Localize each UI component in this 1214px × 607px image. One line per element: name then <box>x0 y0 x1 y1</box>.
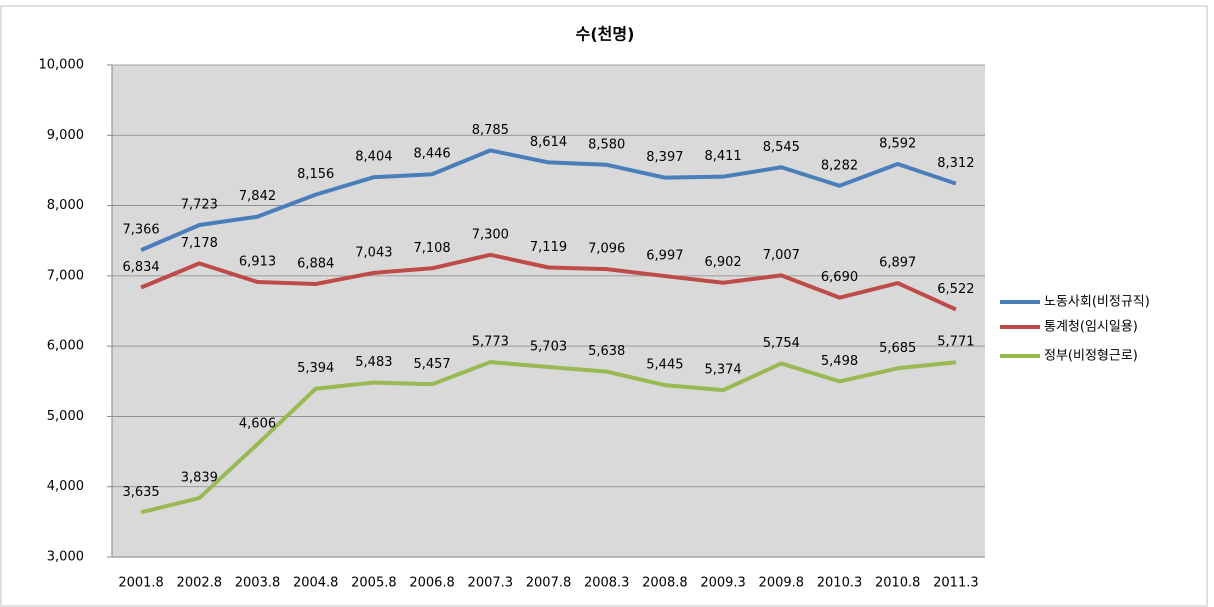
y-tick-label: 3,000 <box>47 550 84 565</box>
y-tick-label: 6,000 <box>47 339 84 354</box>
data-label: 8,545 <box>763 140 800 155</box>
data-label: 5,445 <box>646 358 683 373</box>
legend-label: 정부(비정형근로) <box>1044 349 1138 364</box>
x-tick-label: 2004.8 <box>293 576 339 591</box>
data-label: 8,580 <box>588 137 625 152</box>
x-tick-label: 2009.8 <box>759 576 805 591</box>
data-label: 5,685 <box>879 341 916 356</box>
data-label: 8,312 <box>937 156 974 171</box>
x-tick-label: 2001.8 <box>118 576 164 591</box>
y-tick-label: 7,000 <box>47 268 84 283</box>
data-label: 5,498 <box>821 354 858 369</box>
x-tick-label: 2006.8 <box>409 576 455 591</box>
data-label: 5,773 <box>472 335 509 350</box>
data-label: 8,592 <box>879 136 916 151</box>
x-tick-label: 2007.3 <box>468 576 514 591</box>
data-label: 8,446 <box>413 147 450 162</box>
series-line <box>140 148 957 252</box>
data-label: 5,638 <box>588 344 625 359</box>
x-tick-label: 2010.8 <box>875 576 921 591</box>
data-label: 5,703 <box>530 340 567 355</box>
y-tick-label: 4,000 <box>47 479 84 494</box>
data-label: 7,723 <box>181 198 218 213</box>
legend-label: 통계청(임시일용) <box>1044 320 1138 335</box>
data-label: 8,785 <box>472 123 509 138</box>
data-label: 8,614 <box>530 135 567 150</box>
data-label: 5,457 <box>413 357 450 372</box>
x-tick-label: 2011.3 <box>933 576 979 591</box>
data-label: 7,300 <box>472 227 509 242</box>
x-tick-label: 2005.8 <box>351 576 397 591</box>
series-line <box>140 252 957 312</box>
x-tick-label: 2007.8 <box>526 576 572 591</box>
data-label: 7,043 <box>355 245 392 260</box>
data-label: 7,108 <box>413 241 450 256</box>
data-label: 6,897 <box>879 256 916 271</box>
series-line <box>140 360 957 515</box>
data-label: 5,394 <box>297 361 334 376</box>
data-label: 8,411 <box>704 149 741 164</box>
x-tick-label: 2008.3 <box>584 576 630 591</box>
data-label: 6,997 <box>646 249 683 264</box>
data-label: 7,096 <box>588 242 625 257</box>
plot-area <box>112 65 985 557</box>
data-label: 5,754 <box>763 336 800 351</box>
data-label: 6,884 <box>297 257 334 272</box>
x-tick-label: 2003.8 <box>235 576 281 591</box>
data-label: 7,842 <box>239 189 276 204</box>
x-tick-label: 2009.3 <box>700 576 746 591</box>
x-tick-label: 2008.8 <box>642 576 688 591</box>
data-label: 3,839 <box>181 471 218 486</box>
data-label: 5,374 <box>704 363 741 378</box>
data-label: 5,483 <box>355 355 392 370</box>
data-label: 7,366 <box>122 223 159 238</box>
data-label: 6,834 <box>122 260 159 275</box>
y-tick-label: 8,000 <box>47 198 84 213</box>
x-tick-label: 2002.8 <box>177 576 223 591</box>
data-label: 6,902 <box>704 255 741 270</box>
data-label: 7,119 <box>530 240 567 255</box>
data-label: 8,282 <box>821 158 858 173</box>
data-label: 6,913 <box>239 254 276 269</box>
data-label: 6,522 <box>937 282 974 297</box>
data-label: 7,007 <box>763 248 800 263</box>
data-label: 3,635 <box>122 485 159 500</box>
legend-label: 노동사회(비정규직) <box>1044 295 1150 310</box>
x-tick-label: 2010.3 <box>817 576 863 591</box>
y-tick-label: 5,000 <box>47 409 84 424</box>
data-label: 4,606 <box>239 417 276 432</box>
y-tick-label: 9,000 <box>47 128 84 143</box>
data-label: 8,404 <box>355 150 392 165</box>
data-label: 8,397 <box>646 150 683 165</box>
data-label: 7,178 <box>181 236 218 251</box>
data-label: 6,690 <box>821 270 858 285</box>
chart-title: 수(천명) <box>576 25 635 44</box>
data-label: 5,771 <box>937 335 974 350</box>
y-tick-label: 10,000 <box>39 58 85 73</box>
data-label: 8,156 <box>297 167 334 182</box>
